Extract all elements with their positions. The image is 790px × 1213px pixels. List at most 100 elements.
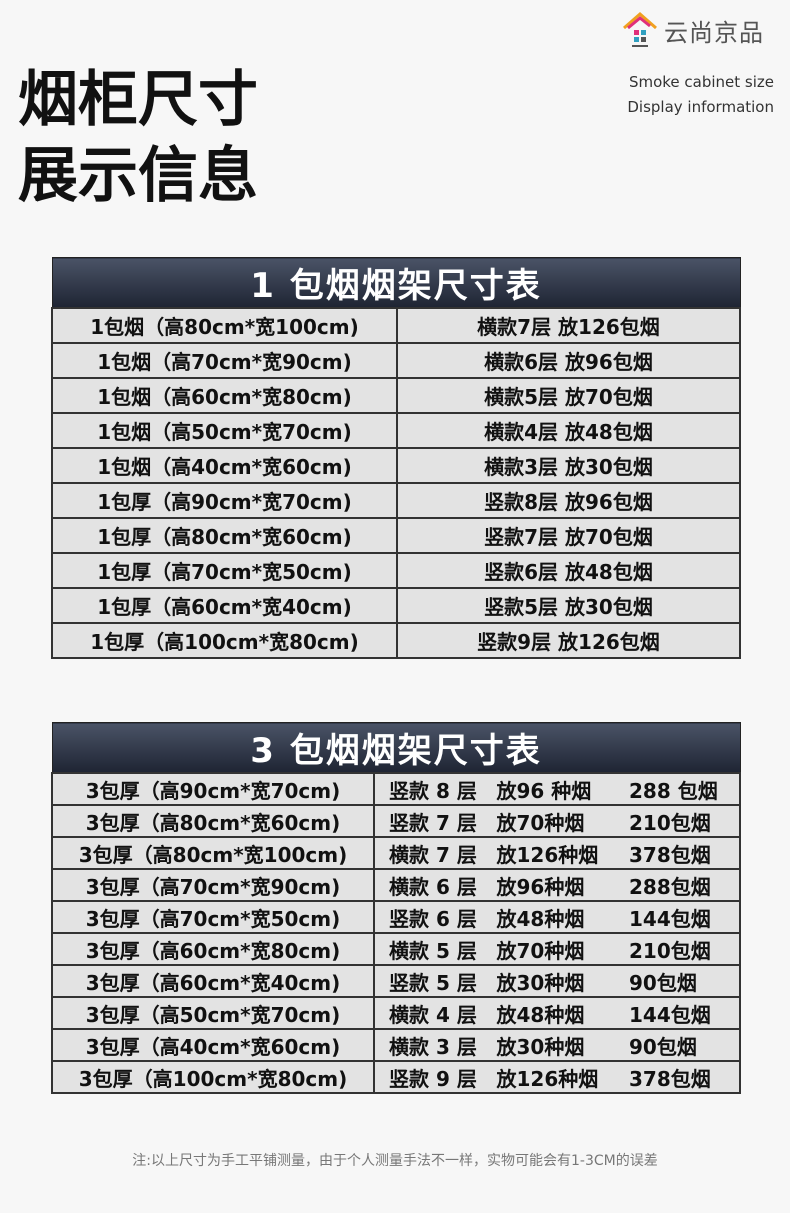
size-cell: 1包厚（高100cm*宽80cm) xyxy=(51,622,398,659)
types-text: 放48种烟 xyxy=(496,906,585,931)
footnote: 注:以上尺寸为手工平铺测量，由于个人测量手法不一样，实物可能会有1-3CM的误差 xyxy=(132,1153,658,1169)
layers-text: 横款 4 层 xyxy=(389,1002,477,1027)
capacity-cell: 横款3层 放30包烟 xyxy=(396,447,741,484)
table-3-pack: 3 包烟烟架尺寸表 3包厚（高90cm*宽70cm) 竖款 8 层放96 种烟 28… xyxy=(51,722,741,1094)
table-row: 3包厚（高60cm*宽80cm) 横款 5 层放70种烟 210包烟 xyxy=(51,932,741,966)
packs-text: 90包烟 xyxy=(629,970,697,995)
layers-text: 横款 7 层 xyxy=(389,842,477,867)
capacity-cell: 横款 3 层放30种烟 90包烟 xyxy=(373,1028,741,1062)
size-cell: 3包厚（高60cm*宽80cm) xyxy=(51,932,375,966)
packs-text: 144包烟 xyxy=(629,906,711,931)
table-row: 3包厚（高70cm*宽90cm) 横款 6 层放96种烟 288包烟 xyxy=(51,868,741,902)
types-text: 放126种烟 xyxy=(496,842,599,867)
capacity-cell: 竖款 6 层放48种烟 144包烟 xyxy=(373,900,741,934)
table-row: 1包厚（高80cm*宽60cm) 竖款7层 放70包烟 xyxy=(51,517,741,554)
table-row: 3包厚（高70cm*宽50cm) 竖款 6 层放48种烟 144包烟 xyxy=(51,900,741,934)
layers-text: 横款 6 层 xyxy=(389,874,477,899)
packs-text: 144包烟 xyxy=(629,1002,711,1027)
table-row: 3包厚（高100cm*宽80cm) 竖款 9 层放126种烟 378包烟 xyxy=(51,1060,741,1094)
capacity-cell: 横款7层 放126包烟 xyxy=(396,307,741,344)
packs-text: 90包烟 xyxy=(629,1034,697,1059)
types-text: 放96种烟 xyxy=(496,874,585,899)
table-title: 3 包烟烟架尺寸表 xyxy=(51,722,741,774)
size-cell: 1包烟（高80cm*宽100cm) xyxy=(51,307,398,344)
brand-logo: 云尚京品 xyxy=(620,10,764,50)
page-subtitle: Smoke cabinet size Display information xyxy=(627,73,774,116)
size-cell: 1包厚（高90cm*宽70cm) xyxy=(51,482,398,519)
capacity-cell: 竖款8层 放96包烟 xyxy=(396,482,741,519)
table-row: 3包厚（高90cm*宽70cm) 竖款 8 层放96 种烟 288 包烟 xyxy=(51,772,741,806)
size-cell: 3包厚（高40cm*宽60cm) xyxy=(51,1028,375,1062)
packs-text: 288包烟 xyxy=(629,874,711,899)
table-row: 1包烟（高60cm*宽80cm) 横款5层 放70包烟 xyxy=(51,377,741,414)
size-cell: 3包厚（高100cm*宽80cm) xyxy=(51,1060,375,1094)
table-row: 1包烟（高80cm*宽100cm) 横款7层 放126包烟 xyxy=(51,307,741,344)
capacity-cell: 横款6层 放96包烟 xyxy=(396,342,741,379)
size-cell: 3包厚（高70cm*宽90cm) xyxy=(51,868,375,902)
table-row: 1包烟（高50cm*宽70cm) 横款4层 放48包烟 xyxy=(51,412,741,449)
capacity-cell: 竖款6层 放48包烟 xyxy=(396,552,741,589)
packs-text: 210包烟 xyxy=(629,810,711,835)
table-1-pack: 1 包烟烟架尺寸表 1包烟（高80cm*宽100cm) 横款7层 放126包烟 1包… xyxy=(51,257,741,659)
capacity-cell: 竖款 8 层放96 种烟 288 包烟 xyxy=(373,772,741,806)
size-cell: 1包烟（高70cm*宽90cm) xyxy=(51,342,398,379)
table-row: 3包厚（高40cm*宽60cm) 横款 3 层放30种烟 90包烟 xyxy=(51,1028,741,1062)
types-text: 放126种烟 xyxy=(496,1066,599,1091)
size-cell: 3包厚（高90cm*宽70cm) xyxy=(51,772,375,806)
capacity-cell: 横款 7 层放126种烟 378包烟 xyxy=(373,836,741,870)
capacity-cell: 竖款 5 层放30种烟 90包烟 xyxy=(373,964,741,998)
size-cell: 3包厚（高80cm*宽60cm) xyxy=(51,804,375,838)
house-logo-icon xyxy=(623,12,657,47)
capacity-cell: 竖款 9 层放126种烟 378包烟 xyxy=(373,1060,741,1094)
table-row: 1包厚（高90cm*宽70cm) 竖款8层 放96包烟 xyxy=(51,482,741,519)
layers-text: 横款 5 层 xyxy=(389,938,477,963)
size-cell: 1包烟（高50cm*宽70cm) xyxy=(51,412,398,449)
table-row: 3包厚（高60cm*宽40cm) 竖款 5 层放30种烟 90包烟 xyxy=(51,964,741,998)
layers-text: 竖款 9 层 xyxy=(389,1066,477,1091)
capacity-cell: 横款5层 放70包烟 xyxy=(396,377,741,414)
capacity-cell: 竖款7层 放70包烟 xyxy=(396,517,741,554)
size-cell: 3包厚（高60cm*宽40cm) xyxy=(51,964,375,998)
layers-text: 横款 3 层 xyxy=(389,1034,477,1059)
table-row: 1包烟（高70cm*宽90cm) 横款6层 放96包烟 xyxy=(51,342,741,379)
table-row: 3包厚（高80cm*宽100cm) 横款 7 层放126种烟 378包烟 xyxy=(51,836,741,870)
size-cell: 3包厚（高50cm*宽70cm) xyxy=(51,996,375,1030)
table-row: 1包烟（高40cm*宽60cm) 横款3层 放30包烟 xyxy=(51,447,741,484)
table-row: 3包厚（高50cm*宽70cm) 横款 4 层放48种烟 144包烟 xyxy=(51,996,741,1030)
page-title: 烟柜尺寸 展示信息 xyxy=(18,65,258,211)
capacity-cell: 横款4层 放48包烟 xyxy=(396,412,741,449)
capacity-cell: 横款 6 层放96种烟 288包烟 xyxy=(373,868,741,902)
table-title: 1 包烟烟架尺寸表 xyxy=(51,257,741,309)
size-cell: 3包厚（高70cm*宽50cm) xyxy=(51,900,375,934)
capacity-cell: 竖款5层 放30包烟 xyxy=(396,587,741,624)
size-cell: 1包厚（高70cm*宽50cm) xyxy=(51,552,398,589)
packs-text: 378包烟 xyxy=(629,842,711,867)
types-text: 放70种烟 xyxy=(496,810,585,835)
layers-text: 竖款 7 层 xyxy=(389,810,477,835)
table-row: 1包厚（高60cm*宽40cm) 竖款5层 放30包烟 xyxy=(51,587,741,624)
layers-text: 竖款 8 层 xyxy=(389,778,477,803)
table-row: 3包厚（高80cm*宽60cm) 竖款 7 层放70种烟 210包烟 xyxy=(51,804,741,838)
brand-name: 云尚京品 xyxy=(664,18,764,47)
capacity-cell: 横款 4 层放48种烟 144包烟 xyxy=(373,996,741,1030)
packs-text: 210包烟 xyxy=(629,938,711,963)
packs-text: 288 包烟 xyxy=(629,778,718,803)
layers-text: 竖款 6 层 xyxy=(389,906,477,931)
size-cell: 1包厚（高80cm*宽60cm) xyxy=(51,517,398,554)
types-text: 放48种烟 xyxy=(496,1002,585,1027)
size-cell: 1包烟（高40cm*宽60cm) xyxy=(51,447,398,484)
size-cell: 3包厚（高80cm*宽100cm) xyxy=(51,836,375,870)
layers-text: 竖款 5 层 xyxy=(389,970,477,995)
size-cell: 1包烟（高60cm*宽80cm) xyxy=(51,377,398,414)
types-text: 放30种烟 xyxy=(496,1034,585,1059)
table-row: 1包厚（高100cm*宽80cm) 竖款9层 放126包烟 xyxy=(51,622,741,659)
packs-text: 378包烟 xyxy=(629,1066,711,1091)
types-text: 放70种烟 xyxy=(496,938,585,963)
table-row: 1包厚（高70cm*宽50cm) 竖款6层 放48包烟 xyxy=(51,552,741,589)
capacity-cell: 横款 5 层放70种烟 210包烟 xyxy=(373,932,741,966)
types-text: 放30种烟 xyxy=(496,970,585,995)
types-text: 放96 种烟 xyxy=(496,778,592,803)
capacity-cell: 竖款9层 放126包烟 xyxy=(396,622,741,659)
size-cell: 1包厚（高60cm*宽40cm) xyxy=(51,587,398,624)
capacity-cell: 竖款 7 层放70种烟 210包烟 xyxy=(373,804,741,838)
